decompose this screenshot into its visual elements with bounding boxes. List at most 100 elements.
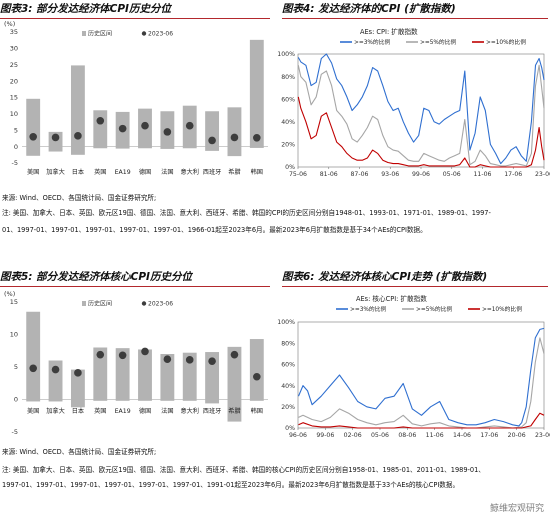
legend-title: AEs: CPI: 扩散指数 — [360, 27, 418, 36]
source-note-1: 来源: Wind、OECD、各国统计局、国金证券研究所; — [2, 194, 157, 202]
core-cpi-percentile-chart: (%) -5 0 5 10 15 历史区间 2023-06 美国 加拿大 日本 英国 EA19 德国 法国意… — [0, 290, 270, 440]
range-bar — [205, 111, 220, 151]
latest-point — [253, 133, 261, 142]
footnote-1b: 01、1997-01、1997-01、1997-01、1997-01、1997-… — [2, 226, 427, 234]
line-chart-svg: 0% 20% 40% 60% 80% 100% 75-06 81-06 87-06 93-06 99… — [277, 27, 550, 178]
y-tick-label: -5 — [12, 428, 18, 436]
range-bar — [93, 110, 108, 149]
latest-point — [96, 116, 105, 125]
range-bar — [26, 311, 41, 402]
legend-label: >=3%的比例 — [354, 38, 391, 46]
legend-swatch-range — [82, 31, 86, 36]
y-tick-label: -5 — [12, 159, 18, 167]
range-bar — [249, 339, 264, 401]
source-note-2: 来源: Wind、OECD、各国统计局、国金证券研究所; — [2, 448, 157, 456]
y-tick-label: 40% — [281, 383, 295, 390]
legend-marker-latest — [141, 301, 147, 306]
fig3-title: 图表3: 部分发达经济体CPI历史分位 — [0, 0, 270, 19]
y-tick-label: 15 — [10, 94, 18, 102]
series-line — [298, 337, 545, 429]
x-tick-label: 99-06 — [316, 432, 334, 439]
legend-label: >=3%的比例 — [350, 305, 387, 313]
core-cpi-diffusion-chart: 0% 20% 40% 60% 80% 100% 96-06 99-06 02-06 05-06 08… — [277, 290, 550, 440]
fig6-title: 图表6: 发达经济体核心CPI走势 (扩散指数) — [282, 268, 548, 287]
legend-swatch-range — [82, 301, 86, 306]
footnote-1a: 注: 美国、加拿大、日本、英国、欧元区19国、德国、法国、意大利、西班牙、希腊、… — [2, 209, 491, 217]
series-line — [298, 412, 545, 429]
y-tick-label: 60% — [281, 96, 295, 103]
legend-label-range: 历史区间 — [88, 30, 112, 38]
y-tick-label: 20 — [10, 77, 18, 85]
category-label: 韩国 — [251, 407, 263, 415]
latest-point — [230, 350, 239, 359]
latest-point — [141, 121, 149, 130]
latest-point — [74, 132, 82, 140]
x-tick-label: 93-06 — [381, 171, 399, 178]
y-tick-label: 40% — [281, 119, 295, 126]
legend-label-range: 历史区间 — [88, 300, 112, 308]
range-bar — [227, 346, 242, 422]
x-tick-label: 81-06 — [320, 171, 338, 178]
y-tick-label: 80% — [281, 340, 295, 347]
latest-point — [163, 128, 172, 136]
y-tick-label: 35 — [10, 28, 18, 36]
category-label: 德国 — [139, 168, 151, 176]
category-label: 英国 — [94, 407, 106, 415]
fig5-title: 图表5: 部分发达经济体核心CPI历史分位 — [0, 268, 270, 287]
y-tick-label: 100% — [277, 51, 295, 58]
legend-label-latest: 2023-06 — [148, 301, 173, 308]
range-bar — [138, 349, 152, 401]
category-label: 西班牙 — [203, 407, 222, 415]
plot-frame — [297, 321, 545, 429]
x-tick-label: 87-06 — [351, 171, 369, 178]
footnote-2a: 注: 美国、加拿大、日本、英国、欧元区19国、德国、法国、意大利、西班牙、希腊、… — [2, 466, 485, 474]
y-tick-label: 0% — [285, 425, 295, 432]
legend-label-latest: 2023-06 — [148, 31, 173, 38]
x-tick-label: 23-06 — [535, 171, 550, 178]
category-label: EA19 — [115, 169, 131, 176]
latest-point — [253, 372, 261, 381]
x-tick-label: 05-06 — [443, 171, 461, 178]
latest-point — [141, 347, 149, 356]
y-tick-label: 80% — [281, 74, 295, 81]
y-tick-label: 0 — [14, 396, 18, 404]
y-unit-label: (%) — [4, 20, 15, 28]
cpi-diffusion-chart: 0% 20% 40% 60% 80% 100% 75-06 81-06 87-06 93-06 99… — [277, 22, 550, 182]
x-tick-label: 75-06 — [289, 171, 307, 178]
x-tick-label: 20-06 — [508, 432, 526, 439]
x-tick-label: 17-06 — [480, 432, 498, 439]
latest-point — [185, 121, 194, 130]
latest-point — [118, 351, 127, 360]
series-line — [297, 53, 545, 165]
range-bar — [205, 352, 220, 404]
category-label: 加拿大 — [46, 168, 65, 176]
latest-point — [51, 133, 60, 142]
x-tick-label: 11-06 — [426, 432, 444, 439]
category-label: 英国 — [94, 168, 106, 176]
plot-frame — [297, 53, 545, 168]
footnote-2b: 1997-01、1997-01、1997-01、1997-01、1997-01、… — [2, 481, 460, 489]
y-tick-label: 25 — [10, 61, 18, 69]
range-bar — [182, 352, 197, 401]
legend-label: >=5%的比例 — [416, 305, 453, 313]
legend-marker-latest — [141, 31, 147, 36]
range-bar — [93, 347, 108, 401]
latest-point — [74, 369, 82, 377]
category-label: 意大利 — [180, 407, 199, 415]
x-tick-label: 11-06 — [474, 171, 492, 178]
category-label: 希腊 — [228, 168, 240, 176]
x-tick-label: 17-06 — [504, 171, 522, 178]
category-label: 日本 — [72, 407, 84, 415]
x-tick-label: 99-06 — [412, 171, 430, 178]
category-label: 韩国 — [251, 168, 263, 176]
latest-point — [29, 133, 37, 141]
category-label: 日本 — [72, 168, 84, 176]
line-chart-svg: 0% 20% 40% 60% 80% 100% 96-06 99-06 02-06 05-06 08… — [277, 294, 550, 439]
y-tick-label: 20% — [281, 142, 295, 149]
category-label: 美国 — [27, 407, 39, 415]
category-label: 希腊 — [228, 407, 240, 415]
range-bar — [115, 348, 130, 401]
latest-point — [96, 350, 105, 359]
category-label: EA19 — [115, 408, 131, 415]
latest-point — [208, 357, 216, 365]
